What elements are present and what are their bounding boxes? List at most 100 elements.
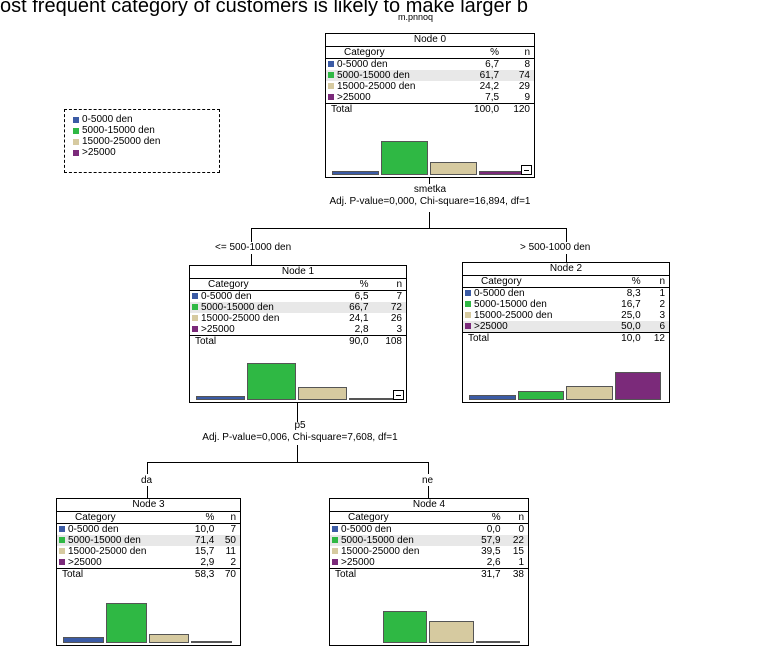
table-header-row: Category% n — [330, 512, 528, 524]
category-label: 15000-25000 den — [341, 546, 420, 557]
category-label: >25000 — [68, 557, 102, 568]
dependent-variable-label: m.pnnoq — [398, 12, 434, 22]
category-bar — [614, 372, 661, 400]
split-label: p5 Adj. P-value=0,006, Chi-square=7,608,… — [140, 420, 460, 444]
table-header-row: Category% n — [190, 279, 406, 291]
category-label: 15000-25000 den — [68, 546, 147, 557]
total-percent: 58,3 — [184, 568, 219, 580]
row-percent: 50,0 — [606, 321, 645, 333]
row-percent: 10,0 — [194, 524, 215, 535]
row-n: 2 — [230, 557, 236, 568]
table-header-row: Category% n — [326, 47, 534, 59]
row-category: 0-5000 den — [330, 524, 468, 535]
total-n: 12 — [644, 332, 669, 344]
category-bar — [382, 611, 427, 643]
legend-item: 15000-25000 den — [73, 136, 219, 147]
collapse-toggle-icon[interactable] — [393, 390, 404, 400]
tree-node[interactable]: Node 2 Category% n 0-5000 den 8,3 1 5000-15000… — [462, 262, 670, 403]
collapse-toggle-icon[interactable] — [521, 165, 532, 175]
category-swatch — [332, 548, 338, 554]
row-n: 3 — [659, 310, 665, 321]
node-table: Category% n 0-5000 den 0,0 0 5000-15000 den 57… — [330, 512, 528, 580]
total-n: 38 — [504, 568, 528, 580]
row-percent: 2,6 — [486, 557, 501, 568]
category-bar — [469, 395, 516, 400]
category-swatch — [328, 83, 334, 89]
category-label: 0-5000 den — [474, 288, 525, 299]
table-row: 5000-15000 den 71,4 50 — [57, 535, 240, 546]
tree-node[interactable]: Node 0 Category% n 0-5000 den 6,7 8 5000-15000… — [325, 33, 535, 178]
legend-item: >25000 — [73, 147, 219, 158]
tree-node[interactable]: Node 3 Category% n 0-5000 den 10,0 7 5000-1500… — [56, 498, 241, 646]
table-row: 0-5000 den 0,0 0 — [330, 524, 528, 535]
category-bar — [429, 621, 474, 643]
row-n: 7 — [396, 291, 402, 302]
row-n: 11 — [225, 546, 236, 557]
table-row: 0-5000 den 6,5 7 — [190, 291, 406, 302]
row-n: 2 — [659, 299, 665, 310]
tree-node[interactable]: Node 4 Category% n 0-5000 den 0,0 0 5000-15000… — [329, 498, 529, 646]
category-label: 0-5000 den — [68, 524, 119, 535]
row-category: 15000-25000 den — [326, 81, 460, 92]
connector-line — [147, 462, 429, 463]
edge-label: > 500-1000 den — [520, 242, 591, 253]
total-label: Total — [330, 568, 469, 580]
category-swatch — [192, 315, 198, 321]
category-bar — [196, 396, 245, 400]
row-n: 22 — [504, 535, 528, 546]
table-row: 5000-15000 den 66,7 72 — [190, 302, 406, 313]
tree-node[interactable]: Node 1 Category% n 0-5000 den 6,5 7 5000-15000… — [189, 265, 407, 403]
connector-line — [251, 254, 252, 265]
connector-line — [297, 445, 298, 463]
header-percent: % — [334, 279, 373, 291]
node-title: Node 0 — [326, 34, 534, 47]
row-percent: 6,5 — [354, 291, 369, 302]
row-n: 7 — [230, 524, 236, 535]
row-n: 9 — [524, 92, 530, 103]
table-row: 15000-25000 den 25,0 3 — [463, 310, 669, 321]
edge-label: da — [141, 475, 153, 486]
category-label: 5000-15000 den — [474, 299, 547, 310]
header-percent: % — [184, 512, 219, 524]
total-row: Total 10,0 12 — [463, 332, 669, 344]
total-n: 70 — [218, 568, 240, 580]
category-swatch — [192, 293, 198, 299]
total-row: Total 58,3 70 — [57, 568, 240, 580]
row-percent: 57,9 — [468, 535, 505, 546]
row-category: >25000 — [463, 321, 607, 333]
category-label: 5000-15000 den — [201, 302, 274, 313]
row-percent: 66,7 — [334, 302, 373, 313]
category-swatch — [328, 94, 334, 100]
total-percent: 100,0 — [459, 103, 504, 115]
row-n: 29 — [518, 81, 530, 92]
table-row: >25000 50,0 6 — [463, 321, 669, 333]
legend-label: 5000-15000 den — [82, 124, 155, 136]
category-swatch — [192, 326, 198, 332]
legend-item: 0-5000 den — [73, 114, 219, 125]
connector-line — [251, 228, 567, 229]
legend-item: 5000-15000 den — [73, 125, 219, 136]
total-n: 120 — [503, 103, 534, 115]
edge-label: <= 500-1000 den — [215, 242, 292, 253]
category-label: 5000-15000 den — [68, 535, 141, 546]
category-bar — [517, 391, 564, 400]
row-category: 0-5000 den — [463, 288, 607, 299]
node-table: Category% n 0-5000 den 6,7 8 5000-15000 den 61… — [326, 47, 534, 115]
legend-label: >25000 — [82, 146, 116, 158]
caption-text: ost frequent category of customers is li… — [0, 0, 529, 17]
header-percent: % — [468, 512, 505, 524]
category-bar — [479, 171, 526, 175]
connector-line — [566, 254, 567, 262]
total-percent: 90,0 — [334, 335, 373, 347]
total-row: Total 90,0 108 — [190, 335, 406, 347]
row-n: 74 — [503, 70, 534, 81]
total-label: Total — [57, 568, 185, 580]
total-percent: 31,7 — [468, 568, 505, 580]
table-row: >25000 2,6 1 — [330, 557, 528, 569]
split-variable: smetka — [413, 184, 447, 195]
row-category: 5000-15000 den — [326, 70, 460, 81]
category-label: 0-5000 den — [201, 291, 252, 302]
header-n: n — [218, 512, 240, 524]
table-row: 15000-25000 den 24,2 29 — [326, 81, 534, 92]
node-table: Category% n 0-5000 den 6,5 7 5000-15000 den 66… — [190, 279, 406, 347]
